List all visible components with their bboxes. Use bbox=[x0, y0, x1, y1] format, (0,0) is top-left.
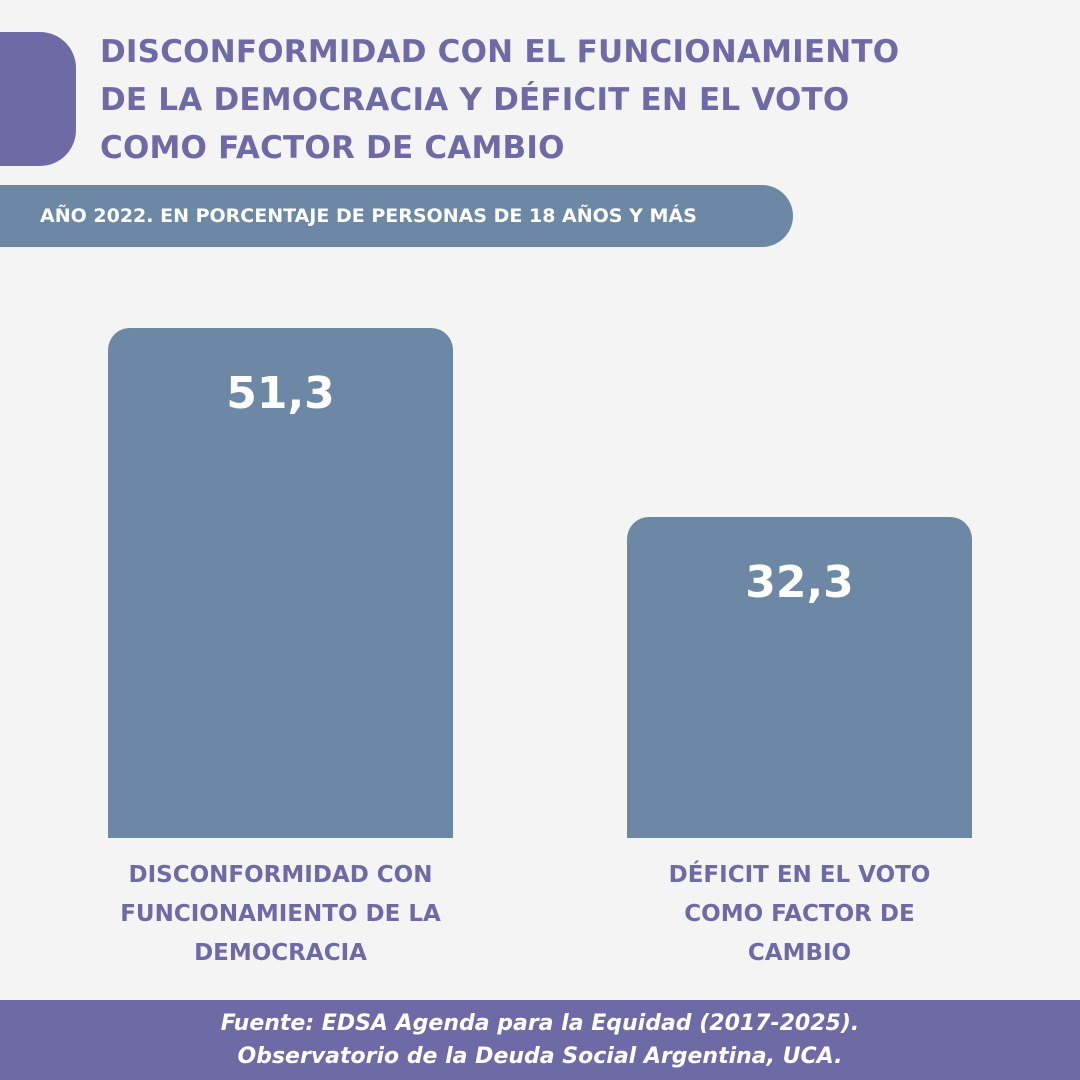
source-line-1: Fuente: EDSA Agenda para la Equidad (201… bbox=[220, 1011, 860, 1036]
accent-tab bbox=[0, 32, 76, 166]
subtitle-banner: AÑO 2022. EN PORCENTAJE DE PERSONAS DE 1… bbox=[0, 185, 793, 247]
source-line-2: Observatorio de la Deuda Social Argentin… bbox=[237, 1044, 843, 1069]
bar-2: 32,3 bbox=[627, 516, 972, 838]
category-label-line: DISCONFORMIDAD CON bbox=[128, 862, 433, 888]
bar-1: 51,3 bbox=[108, 328, 453, 838]
title-line-1: DISCONFORMIDAD CON EL FUNCIONAMIENTO bbox=[100, 34, 900, 70]
category-label-line: DEMOCRACIA bbox=[194, 940, 367, 966]
category-label-line: CAMBIO bbox=[747, 940, 852, 966]
category-label-2: DÉFICIT EN EL VOTO COMO FACTOR DE CAMBIO bbox=[610, 856, 990, 973]
source-footer: Fuente: EDSA Agenda para la Equidad (201… bbox=[0, 1000, 1080, 1080]
chart-subtitle: AÑO 2022. EN PORCENTAJE DE PERSONAS DE 1… bbox=[40, 205, 697, 227]
bar-value-label-1: 51,3 bbox=[226, 368, 335, 419]
category-label-line: FUNCIONAMIENTO DE LA bbox=[120, 901, 441, 927]
title-line-3: COMO FACTOR DE CAMBIO bbox=[100, 130, 565, 166]
bar-value-label-2: 32,3 bbox=[745, 556, 854, 608]
title-line-2: DE LA DEMOCRACIA Y DÉFICIT EN EL VOTO bbox=[100, 82, 850, 118]
category-label-1: DISCONFORMIDAD CON FUNCIONAMIENTO DE LA DE… bbox=[91, 856, 471, 973]
category-label-line: DÉFICIT EN EL VOTO bbox=[668, 862, 931, 888]
chart-title: DISCONFORMIDAD CON EL FUNCIONAMIENTO DE … bbox=[100, 28, 1000, 172]
category-label-line: COMO FACTOR DE bbox=[684, 901, 915, 927]
